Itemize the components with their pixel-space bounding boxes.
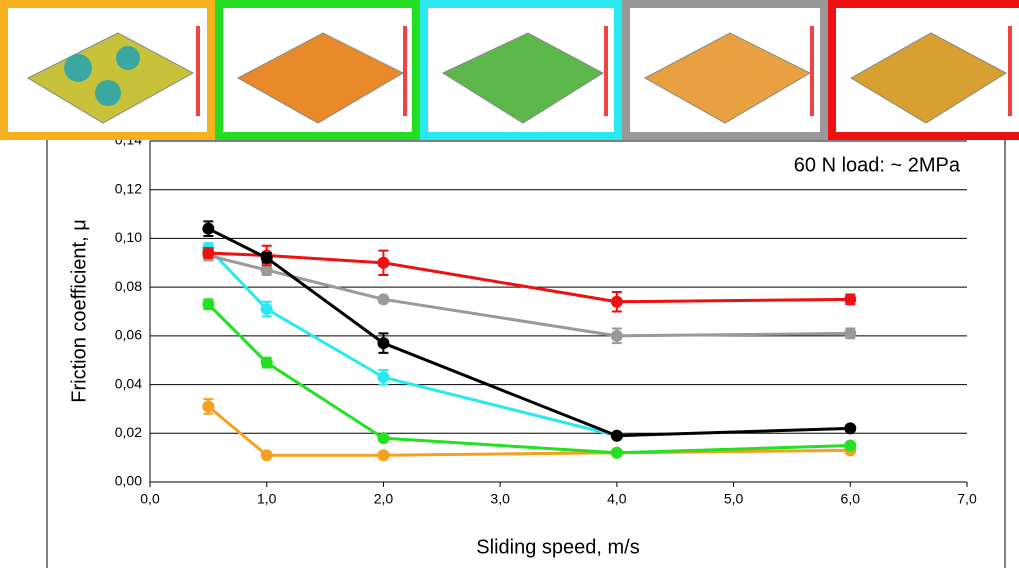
y-tick-label: 0,02 [115,424,142,440]
data-point [377,293,389,305]
data-point [202,298,214,310]
surface-image [428,8,614,132]
data-point [377,257,389,269]
y-tick-label: 0,04 [115,375,142,391]
annotation: 60 N load: ~ 2MPa [794,154,961,176]
data-point [202,400,214,412]
x-axis-label: Sliding speed, m/s [476,536,639,558]
data-point [261,357,273,369]
x-tick-label: 6,0 [841,491,861,507]
image-frame [622,0,828,140]
data-point [611,330,623,342]
data-point [377,432,389,444]
y-tick-label: 0,12 [115,180,142,196]
x-tick-label: 7,0 [957,491,977,507]
data-point [202,247,214,259]
chart-area [47,130,1005,568]
data-point [844,293,856,305]
data-point [844,439,856,451]
x-tick-label: 4,0 [607,491,627,507]
data-point [377,371,389,383]
x-tick-label: 3,0 [490,491,510,507]
data-point [844,327,856,339]
surface-image [630,8,820,132]
x-tick-label: 5,0 [724,491,744,507]
y-tick-label: 0,00 [115,473,142,489]
surface-image [836,8,1019,132]
data-point [377,337,389,349]
data-point [377,449,389,461]
data-point [611,296,623,308]
image-frame [828,0,1019,140]
y-tick-label: 0,08 [115,278,142,294]
data-point [261,303,273,315]
page: 60 N load: ~ 2MPa Sliding speed, m/s Fri… [0,0,1019,568]
y-tick-label: 0,06 [115,327,142,343]
data-point [611,447,623,459]
surface-image [8,8,207,132]
x-tick-label: 1,0 [257,491,277,507]
surface-image [223,8,412,132]
data-point [261,449,273,461]
image-frame [0,0,215,140]
x-tick-label: 2,0 [374,491,394,507]
image-frame [420,0,622,140]
image-frame [215,0,420,140]
y-axis-label: Friction coefficient, μ [68,219,90,402]
data-point [202,223,214,235]
data-point [844,422,856,434]
data-point [261,252,273,264]
data-point [611,430,623,442]
y-tick-label: 0,10 [115,229,142,245]
x-tick-label: 0,0 [140,491,160,507]
